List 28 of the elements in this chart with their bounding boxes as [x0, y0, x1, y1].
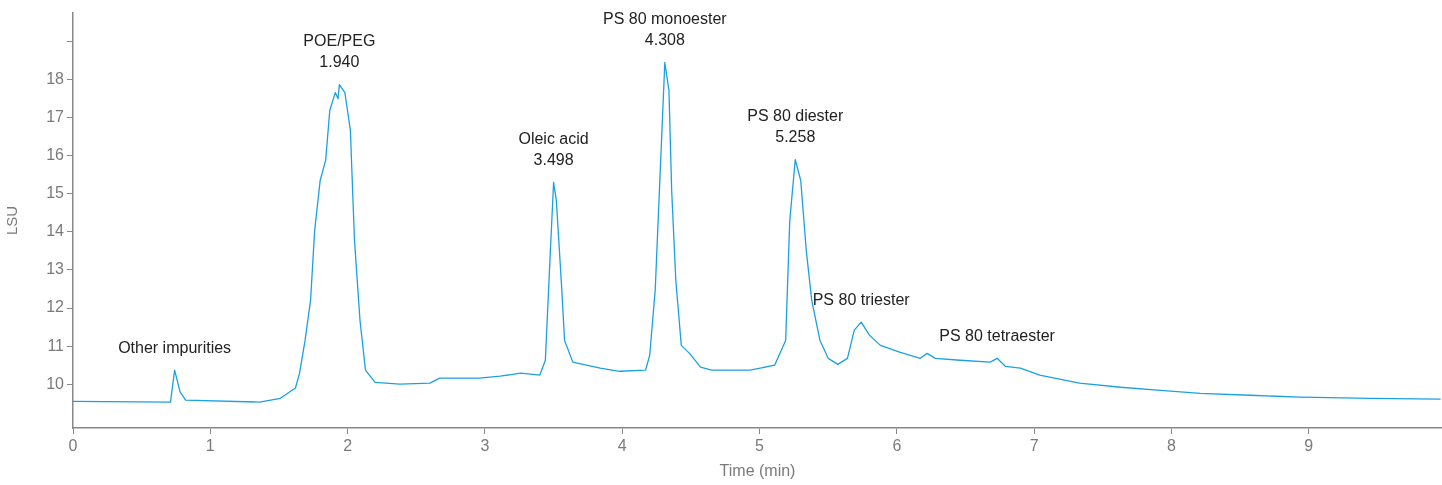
x-tick-label: 3	[480, 437, 490, 455]
annotation: PS 80 triester	[812, 290, 911, 308]
annotation: Other impurities	[118, 338, 232, 356]
x-tick-label: 9	[1304, 437, 1314, 455]
y-axis-title: LSU	[3, 205, 21, 236]
y-tick-label: 11	[47, 336, 65, 354]
y-tick-label: 10	[46, 374, 65, 392]
x-tick-label: 2	[343, 437, 353, 455]
y-tick-label: 16	[46, 146, 65, 164]
x-tick-label: 1	[205, 437, 215, 455]
y-tick-label: 12	[46, 298, 65, 316]
x-axis-title: Time (min)	[719, 461, 796, 479]
x-tick-label: 0	[68, 437, 78, 455]
y-tick-label: 17	[46, 108, 65, 126]
x-tick-label: 4	[617, 437, 627, 455]
y-tick-label: 18	[46, 70, 65, 88]
x-tick-label: 6	[892, 437, 902, 455]
annotation: PS 80 diester 5.258	[747, 106, 844, 145]
annotation: POE/PEG 1.940	[303, 31, 376, 70]
y-tick-label: 14	[46, 222, 65, 240]
annotation: Oleic acid 3.498	[518, 129, 589, 168]
x-tick-label: 7	[1029, 437, 1039, 455]
y-tick-label: 13	[46, 260, 65, 278]
y-tick-label: 15	[46, 184, 65, 202]
annotation: PS 80 monoester 4.308	[603, 9, 728, 48]
x-tick-label: 8	[1167, 437, 1177, 455]
x-tick-label: 5	[755, 437, 765, 455]
annotation: PS 80 tetraester	[939, 326, 1056, 344]
